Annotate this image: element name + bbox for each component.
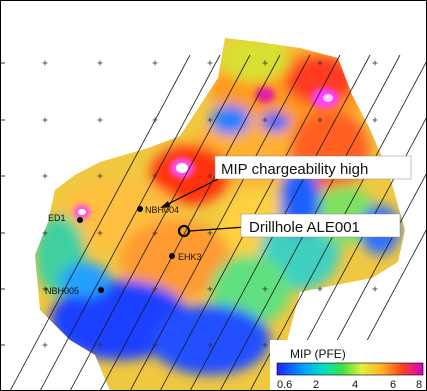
survey-line: [39, 54, 221, 391]
grid-plus-marker: [97, 173, 103, 179]
grid-plus-marker: [317, 60, 323, 66]
survey-line: [339, 227, 427, 391]
grid-plus-marker: [372, 117, 378, 123]
grid-plus-marker: [152, 173, 158, 179]
grid-plus-marker: [207, 60, 213, 66]
grid-plus-marker: [97, 342, 103, 348]
drillhole-nbh005: [98, 287, 104, 293]
grid-plus-marker: [317, 117, 323, 123]
drillhole-nbh004: [137, 206, 143, 212]
grid-plus-marker: [207, 230, 213, 236]
label-nbh004: NBH004: [145, 205, 179, 215]
grid-plus-marker: [42, 286, 48, 292]
grid-plus-marker: [262, 342, 268, 348]
grid-plus-marker: [97, 230, 103, 236]
drillhole-ed1: [77, 217, 83, 223]
grid-plus-marker: [42, 173, 48, 179]
legend: MIP (PFE) 0.6 2 4 6 8: [270, 340, 424, 391]
grid-plus-marker: [152, 342, 158, 348]
grid-plus-marker: [152, 286, 158, 292]
grid-plus-marker: [207, 286, 213, 292]
drillhole-ale001-marker: [177, 224, 191, 238]
grid-plus-marker: [97, 60, 103, 66]
grid-plus-marker: [207, 117, 213, 123]
grid-plus-marker: [42, 117, 48, 123]
label-nbh005: NBH005: [45, 286, 79, 296]
grid-plus-marker: [317, 286, 323, 292]
grid-plus-marker: [42, 60, 48, 66]
callout-drillhole: Drillhole ALE001: [189, 213, 401, 238]
legend-tick-1: 2: [313, 379, 319, 391]
grid-plus-marker: [42, 342, 48, 348]
legend-title: MIP (PFE): [290, 347, 346, 361]
frame-ticks: [0, 62, 5, 346]
callout-mip-high-text: MIP chargeability high: [221, 161, 368, 178]
label-ehk: EHK3: [178, 252, 202, 262]
legend-tick-4: 8: [416, 379, 422, 391]
grid-plus-marker: [152, 60, 158, 66]
grid-plus-marker: [262, 60, 268, 66]
survey-line: [129, 54, 311, 391]
grid-plus-marker: [372, 286, 378, 292]
callout-drillhole-text: Drillhole ALE001: [249, 219, 360, 236]
grid-plus-marker: [97, 117, 103, 123]
survey-line: [99, 54, 281, 391]
label-ed1: ED1: [48, 213, 66, 223]
legend-tick-2: 4: [352, 379, 358, 391]
drillholes: NBH004 ED1 EHK3 NBH005: [45, 205, 202, 296]
drillhole-ehk: [169, 253, 175, 259]
grid-plus-marker: [152, 117, 158, 123]
grid-plus-marker: [262, 117, 268, 123]
grid-plus-marker: [42, 230, 48, 236]
survey-line: [9, 54, 191, 391]
callout-mip-high: MIP chargeability high: [160, 155, 412, 208]
legend-tick-3: 6: [390, 379, 396, 391]
grid-plus-marker: [207, 173, 213, 179]
grid-plus-marker: [152, 230, 158, 236]
survey-line: [69, 54, 251, 391]
grid-plus-marker: [207, 342, 213, 348]
legend-tick-0: 0.6: [277, 379, 292, 391]
grid-plus-marker: [372, 60, 378, 66]
legend-colorbar: [276, 362, 424, 376]
grid-plus-marker: [262, 286, 268, 292]
